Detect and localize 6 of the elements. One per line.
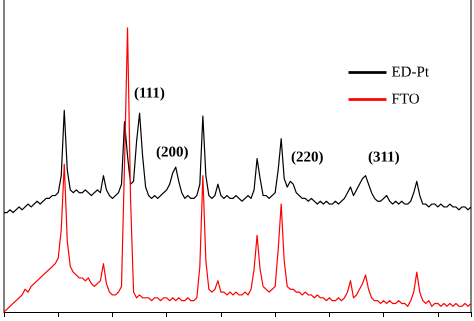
annotation: (111) [134, 86, 165, 102]
annotation: (200) [156, 144, 188, 160]
annotation: (220) [291, 150, 324, 166]
annotation: (311) [368, 150, 400, 166]
legend-label: ED-Pt [392, 64, 430, 80]
legend-label: FTO [392, 92, 420, 108]
